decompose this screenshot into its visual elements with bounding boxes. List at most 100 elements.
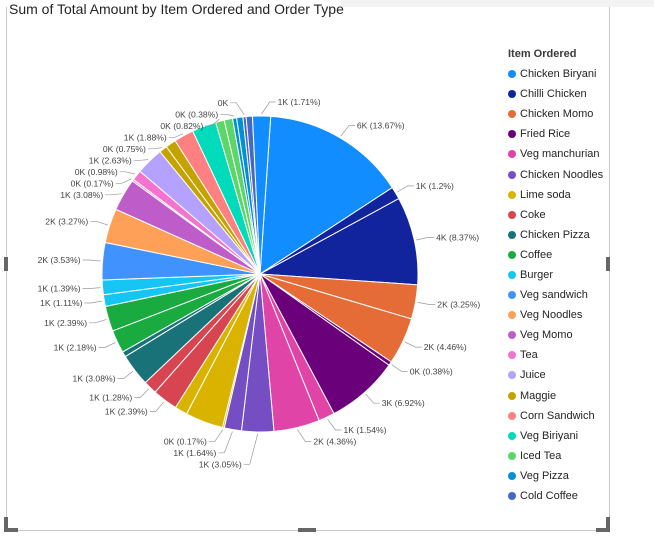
resize-handle-bottom-right[interactable] (606, 517, 610, 531)
legend-title: Item Ordered (508, 48, 577, 60)
slice-data-label: 1K (1.71%) (278, 97, 321, 107)
legend-marker (508, 311, 516, 320)
legend-item[interactable]: Chicken Pizza (508, 225, 603, 245)
slice-data-label: 1K (3.08%) (73, 374, 116, 384)
resize-handle-left[interactable] (4, 257, 8, 271)
legend-marker (508, 250, 516, 259)
legend-marker (508, 230, 516, 239)
legend-item[interactable]: Tea (508, 345, 603, 365)
legend-marker (508, 351, 516, 360)
pie-slice[interactable] (251, 115, 272, 275)
leader-line (404, 341, 422, 348)
legend-item[interactable]: Lime soda (508, 185, 603, 205)
resize-handle-bottom-left[interactable] (4, 517, 8, 531)
slice-data-label: 0K (218, 98, 229, 108)
slice-data-label: 1K (1.11%) (40, 298, 82, 308)
slice-data-label: 1K (2.39%) (105, 406, 148, 416)
legend-label: Juice (520, 369, 546, 382)
legend-marker (508, 451, 516, 460)
slice-data-label: 1K (3.08%) (60, 190, 103, 200)
legend-marker (508, 471, 516, 480)
leader-line (208, 429, 224, 442)
legend-item[interactable]: Chicken Biryani (508, 64, 603, 84)
slice-data-label: 1K (1.2%) (416, 181, 454, 191)
slice-data-label: 0K (0.17%) (164, 436, 207, 446)
legend-item[interactable]: Veg Pizza (508, 466, 603, 486)
leader-line (168, 133, 183, 138)
pie-slice[interactable] (258, 197, 419, 286)
legend-item[interactable]: Veg Noodles (508, 305, 603, 325)
legend-marker (508, 170, 516, 179)
legend-item[interactable]: Coke (508, 205, 603, 225)
legend-marker (508, 90, 516, 99)
leader-line (365, 393, 380, 404)
slice-data-label: 0K (0.82%) (160, 121, 203, 131)
legend-item[interactable]: Juice (508, 365, 603, 385)
leader-line (297, 429, 312, 442)
leader-line (147, 147, 162, 150)
slice-data-label: 0K (0.38%) (175, 109, 218, 119)
legend-item[interactable]: Veg sandwich (508, 285, 603, 305)
slice-data-label: 1K (2.18%) (54, 343, 97, 353)
slice-data-label: 2K (3.27%) (45, 216, 88, 226)
legend-label: Veg Biriyani (520, 429, 579, 442)
leader-line (261, 101, 276, 115)
resize-handle-right[interactable] (606, 257, 610, 271)
slice-data-label: 0K (0.75%) (103, 144, 146, 154)
leader-line (89, 319, 107, 324)
legend-item[interactable]: Chilli Chicken (508, 84, 603, 104)
resize-handle-bottom[interactable] (298, 528, 316, 532)
slice-data-label: 1K (1.28%) (89, 393, 132, 403)
legend-marker (508, 431, 516, 440)
slice-data-label: 1K (1.54%) (344, 425, 387, 435)
leader-line (416, 237, 435, 241)
legend-item[interactable]: Maggie (508, 386, 603, 406)
legend-item[interactable]: Veg Biriyani (508, 426, 603, 446)
legend-item[interactable]: Chicken Momo (508, 104, 603, 124)
slice-data-label: 1K (3.05%) (199, 459, 242, 469)
leader-line (82, 259, 101, 262)
legend-marker (508, 150, 516, 159)
legend-item[interactable]: Fried Rice (508, 124, 603, 144)
legend-marker (508, 70, 516, 79)
leader-line (134, 388, 149, 398)
legend-label: Coffee (520, 248, 553, 261)
legend: Item Ordered Chicken Biryani Chilli Chick… (508, 48, 603, 506)
legend-label: Burger (520, 268, 554, 281)
slice-data-label: 1K (2.39%) (44, 318, 87, 328)
legend-label: Veg sandwich (520, 289, 588, 302)
legend-items: Chicken Biryani Chilli Chicken Chicken Mom… (508, 64, 603, 506)
legend-item[interactable]: Coffee (508, 245, 603, 265)
leader-line (243, 433, 259, 465)
resize-handle-bottom-right-h[interactable] (596, 528, 610, 532)
legend-label: Chilli Chicken (520, 88, 587, 101)
slice-data-label: 3K (6.92%) (382, 398, 425, 408)
leader-line (230, 102, 245, 115)
legend-marker (508, 190, 516, 199)
slice-data-label: 2K (3.53%) (38, 255, 81, 265)
slice-data-label: 1K (2.63%) (89, 155, 132, 165)
chart-title: Sum of Total Amount by Item Ordered and … (9, 1, 344, 17)
legend-item[interactable]: Veg Momo (508, 325, 603, 345)
leader-line (149, 401, 165, 412)
leader-line (98, 342, 116, 348)
resize-handle-bottom-left-h[interactable] (4, 528, 18, 532)
slice-data-label: 0K (0.38%) (410, 367, 453, 377)
leader-line (220, 113, 235, 117)
legend-label: Corn Sandwich (520, 409, 595, 422)
pie-slice[interactable] (259, 115, 393, 275)
legend-item[interactable]: Cold Coffee (508, 486, 603, 506)
leader-line (117, 371, 134, 379)
legend-item[interactable]: Veg manchurian (508, 144, 603, 164)
legend-marker (508, 110, 516, 119)
legend-marker (508, 411, 516, 420)
legend-item[interactable]: Chicken Noodles (508, 164, 603, 184)
leader-line (391, 364, 408, 372)
leader-line (340, 125, 355, 137)
leader-line (82, 287, 101, 289)
legend-label: Fried Rice (520, 128, 571, 141)
legend-marker (508, 210, 516, 219)
legend-item[interactable]: Burger (508, 265, 603, 285)
legend-item[interactable]: Iced Tea (508, 446, 603, 466)
legend-item[interactable]: Corn Sandwich (508, 406, 603, 426)
